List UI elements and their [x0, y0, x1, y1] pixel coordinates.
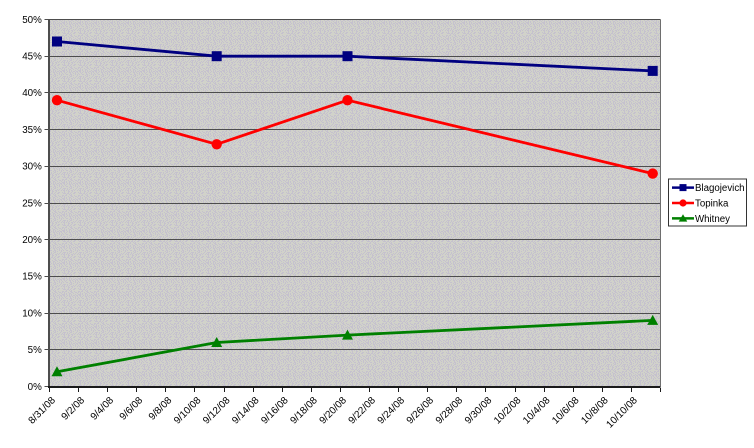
- svg-text:20%: 20%: [22, 235, 42, 246]
- svg-text:0%: 0%: [28, 382, 42, 393]
- svg-text:45%: 45%: [22, 52, 42, 63]
- svg-text:30%: 30%: [22, 162, 42, 173]
- svg-text:15%: 15%: [22, 272, 42, 283]
- svg-text:Blagojevich: Blagojevich: [695, 183, 745, 194]
- svg-text:40%: 40%: [22, 88, 42, 99]
- svg-text:50%: 50%: [22, 15, 42, 26]
- svg-text:25%: 25%: [22, 198, 42, 209]
- svg-text:35%: 35%: [22, 125, 42, 136]
- svg-text:5%: 5%: [28, 345, 42, 356]
- svg-text:Whitney: Whitney: [695, 214, 730, 225]
- svg-text:10%: 10%: [22, 308, 42, 319]
- svg-text:Topinka: Topinka: [695, 199, 729, 210]
